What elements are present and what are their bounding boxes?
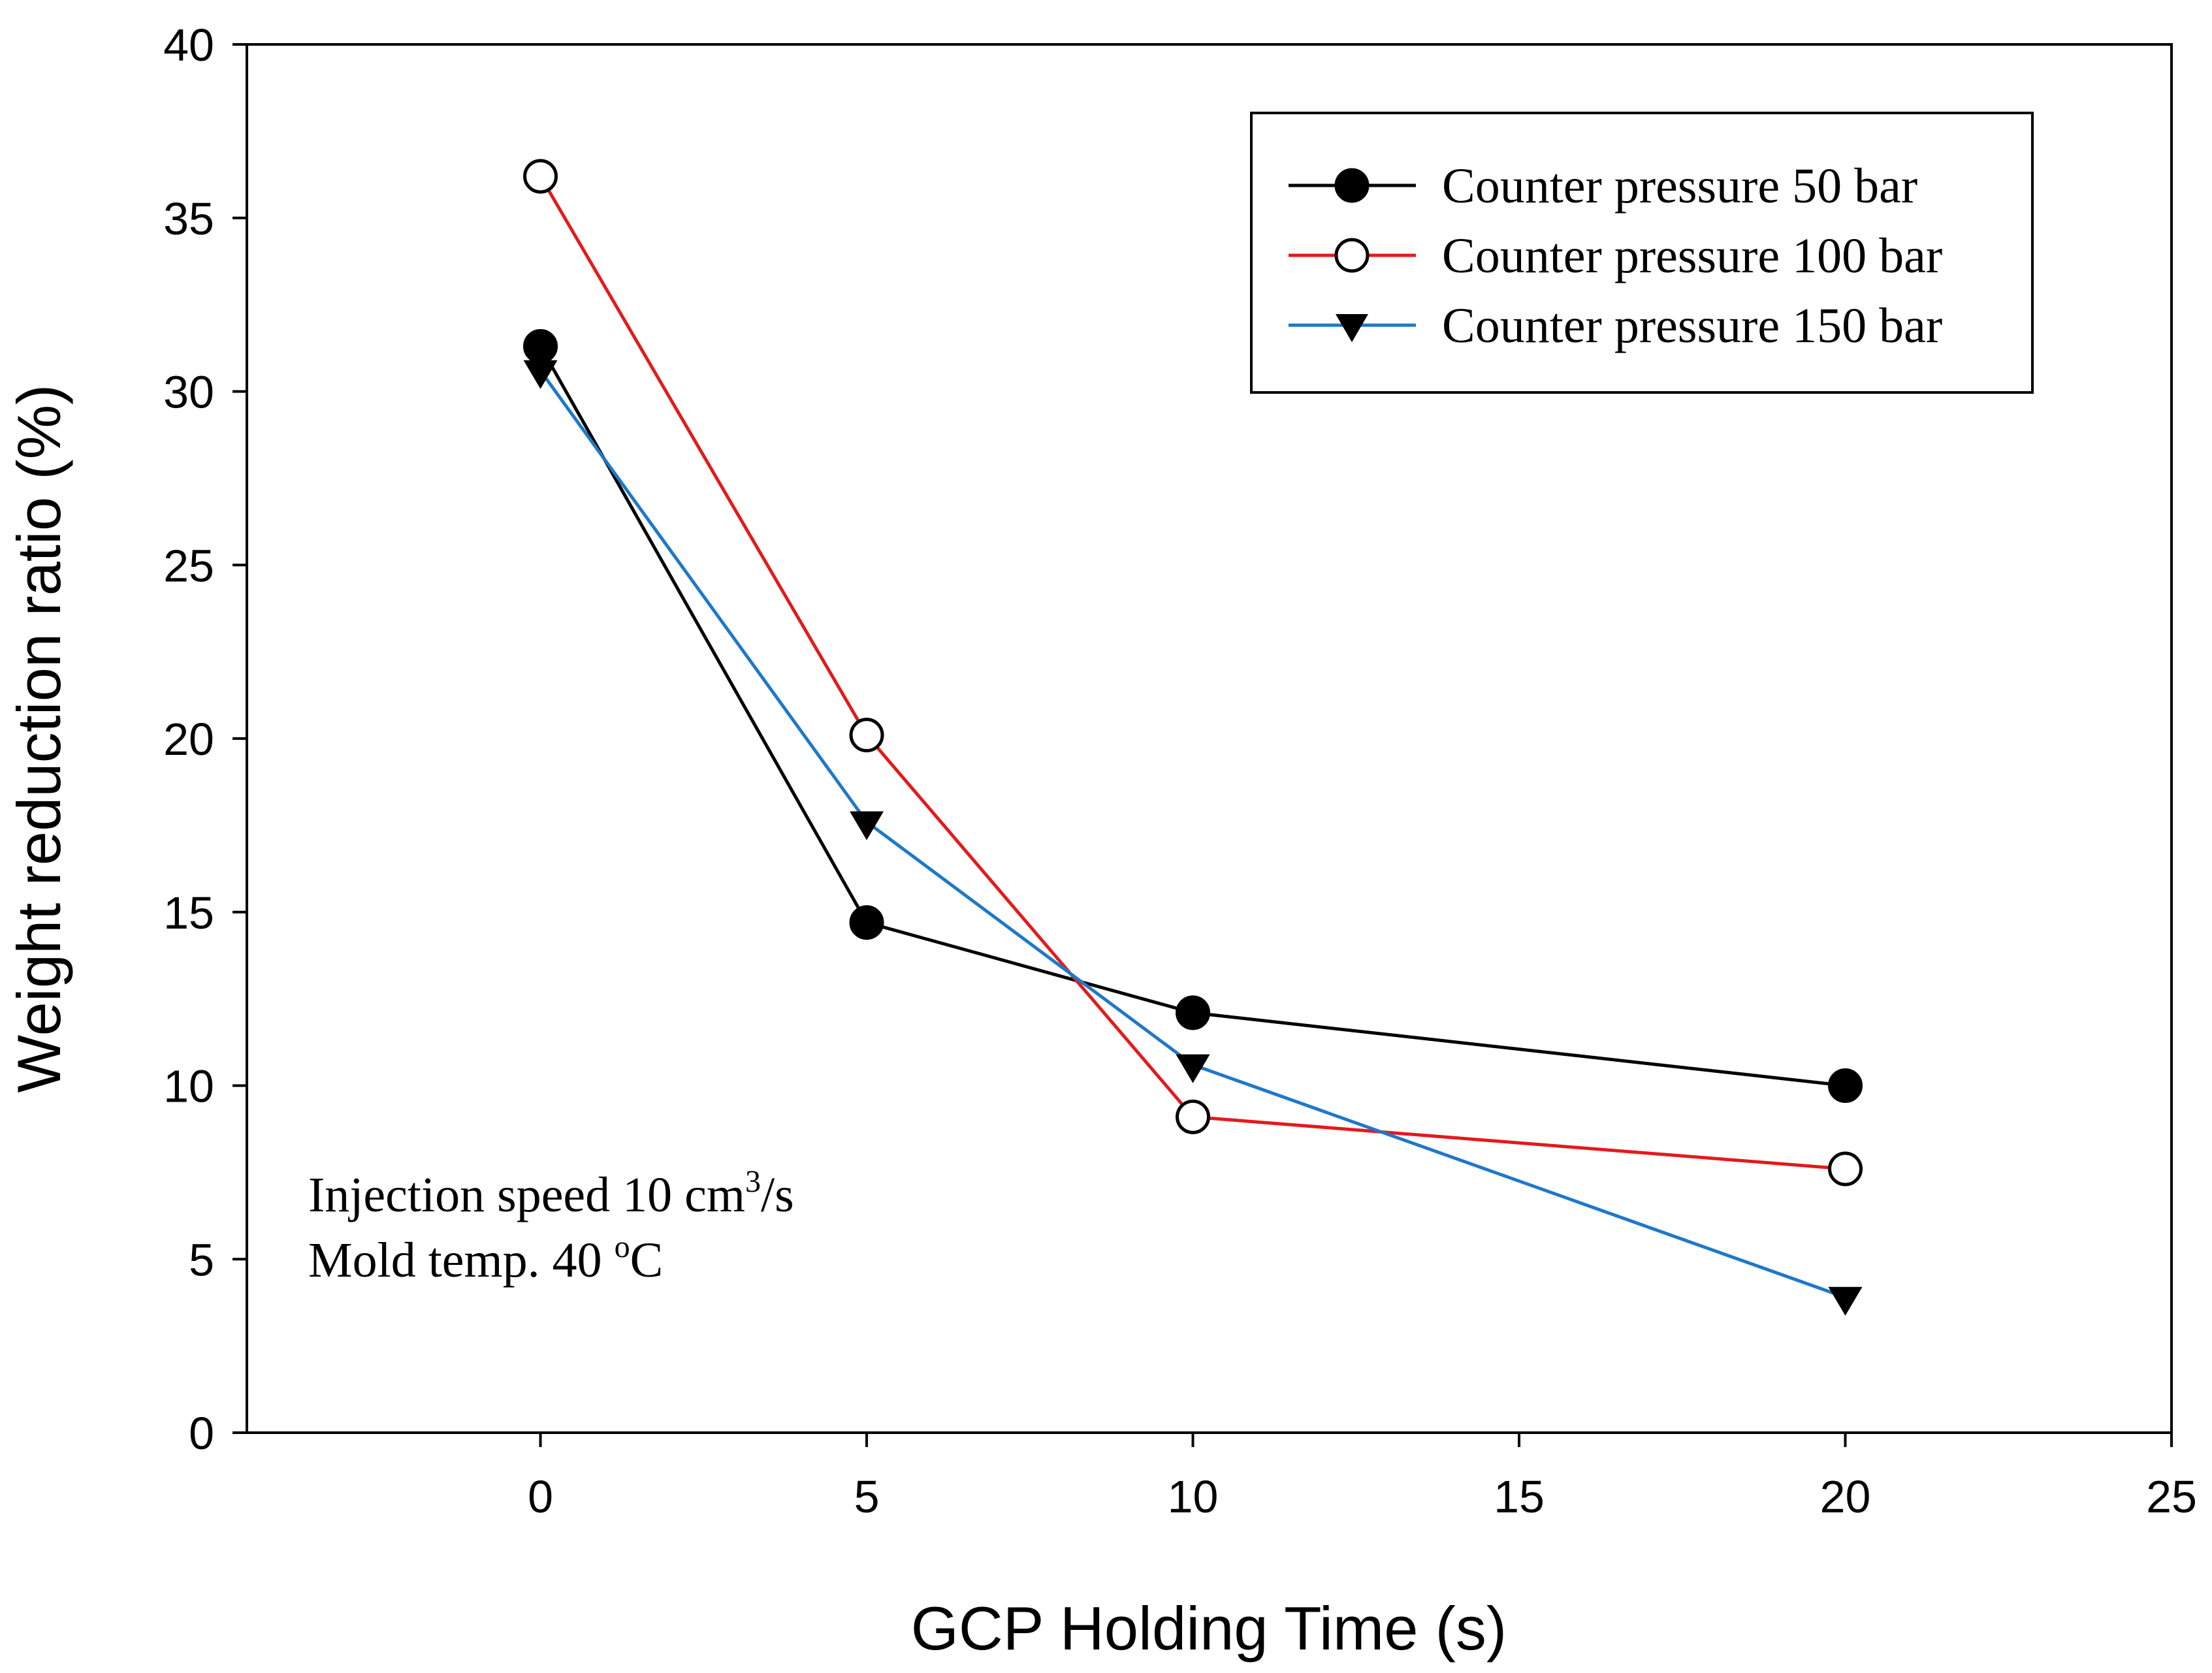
series-line-50bar (539, 345, 1846, 1087)
legend-label-50bar: Counter pressure 50 bar (1442, 159, 1917, 214)
y-tick-label: 40 (163, 20, 214, 71)
data-point-50bar (523, 328, 558, 364)
legend-label-100bar: Counter pressure 100 bar (1442, 229, 1942, 283)
series-line-100bar (539, 175, 1846, 1171)
legend-label-150bar: Counter pressure 150 bar (1442, 298, 1942, 353)
annotation-injection-speed: Injection speed 10 cm3/s (308, 1164, 794, 1222)
y-tick-label: 25 (163, 540, 214, 591)
y-tick-label: 15 (163, 887, 214, 938)
y-tick-label: 5 (189, 1234, 214, 1285)
x-tick-label: 10 (1168, 1471, 1219, 1522)
series-lines (539, 175, 1846, 1299)
data-point-150bar (523, 360, 558, 389)
y-axis-title: Weight reduction ratio (%) (5, 385, 73, 1093)
data-point-100bar (1828, 1151, 1863, 1187)
data-point-150bar (1176, 1054, 1210, 1083)
data-point-50bar (849, 905, 884, 940)
annotation-mold-temp: Mold temp. 40 oC (308, 1230, 663, 1288)
legend-marker-150bar (1336, 314, 1368, 342)
y-tick-label: 10 (163, 1061, 214, 1112)
y-tick-label: 0 (189, 1408, 214, 1459)
x-tick-label: 0 (528, 1471, 553, 1522)
data-point-150bar (850, 811, 884, 840)
series-markers (523, 159, 1863, 1316)
y-tick-label: 30 (163, 367, 214, 418)
legend-marker-100bar (1334, 238, 1370, 273)
x-tick-label: 25 (2146, 1471, 2197, 1522)
axis-ticks: 0 5 10 15 20 25 0 5 10 15 20 25 30 35 40 (163, 20, 2197, 1522)
x-axis-title: GCP Holding Time (s) (911, 1594, 1507, 1663)
data-point-100bar (1176, 1099, 1211, 1134)
x-tick-label: 5 (854, 1471, 880, 1522)
x-tick-label: 15 (1494, 1471, 1545, 1522)
data-point-100bar (849, 718, 884, 753)
legend-marker-50bar (1334, 168, 1370, 203)
series-line-150bar (539, 370, 1846, 1299)
data-point-50bar (1176, 995, 1211, 1030)
x-tick-label: 20 (1820, 1471, 1871, 1522)
legend-box (1250, 112, 2034, 394)
y-tick-label: 20 (163, 714, 214, 765)
data-point-50bar (1828, 1068, 1863, 1103)
legend: Counter pressure 50 bar Counter pressure… (1250, 112, 2034, 394)
data-point-150bar (1828, 1286, 1863, 1316)
data-point-100bar (523, 159, 558, 194)
y-tick-label: 35 (163, 193, 214, 244)
